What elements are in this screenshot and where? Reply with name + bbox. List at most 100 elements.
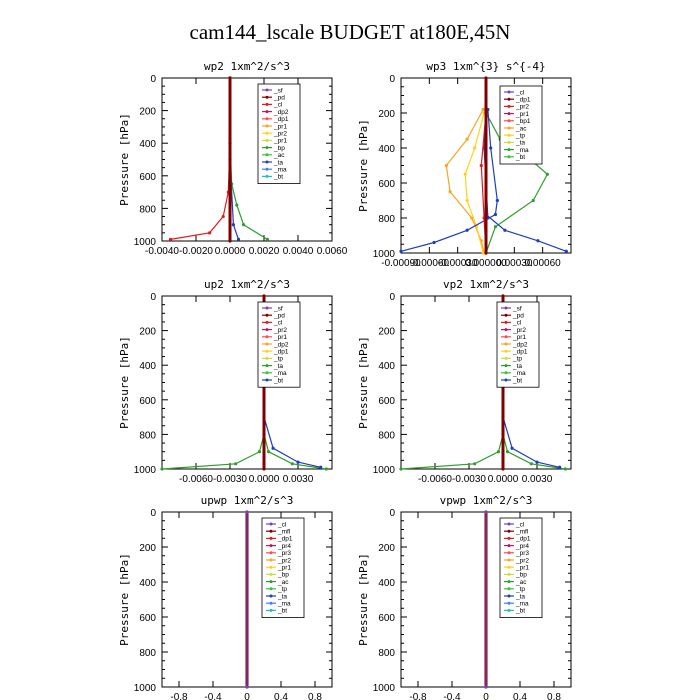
legend-label: _ma (515, 147, 529, 154)
series-line-_tp (502, 416, 560, 468)
legend-label: _ta (515, 593, 525, 600)
legend-label: _pr1 (515, 565, 529, 572)
data-point (221, 214, 225, 219)
data-point (493, 212, 498, 217)
data-point (228, 239, 232, 243)
y-tick-label: 800 (139, 648, 156, 659)
y-axis-label: Pressure [hPa] (357, 336, 370, 429)
y-tick-label: 1000 (134, 237, 157, 248)
x-tick-label: 0.0030 (283, 474, 314, 485)
chart-title: up2 1xm^2/s^3 (204, 278, 290, 291)
legend-label: _dp1 (515, 536, 531, 543)
legend-label: _bp1 (515, 118, 531, 125)
legend-label: _ac (515, 125, 527, 132)
data-point (245, 510, 249, 514)
legend-marker (265, 153, 269, 157)
data-point (245, 685, 249, 689)
y-tick-label: 1000 (134, 683, 157, 694)
legend-marker (269, 572, 273, 576)
legend-label: _dp2 (512, 341, 528, 348)
legend-label: _dp1 (273, 116, 289, 123)
legend-marker (269, 529, 273, 533)
legend-marker (507, 536, 511, 540)
legend-marker (269, 594, 273, 598)
chart-title: wp2 1xm^2/s^3 (204, 60, 290, 73)
legend-label: _cl (515, 521, 525, 528)
legend-label: _tp (515, 133, 525, 140)
data-point (290, 462, 294, 466)
data-point (262, 294, 266, 298)
legend-label: _pr3 (277, 550, 291, 557)
x-tick-label: 0.8 (308, 692, 322, 700)
legend-label: _pr2 (512, 327, 526, 334)
legend-label: _pr2 (515, 104, 529, 111)
y-tick-label: 800 (378, 430, 395, 441)
legend-label: _tp (515, 586, 525, 593)
legend-label: _sf (512, 305, 522, 312)
data-point (503, 228, 507, 232)
legend-label: _ac (273, 152, 285, 159)
legend-label: _dp2 (273, 341, 289, 348)
y-tick-label: 200 (378, 327, 395, 338)
legend-marker (504, 306, 508, 310)
x-tick-label: -0.0020 (179, 246, 213, 257)
legend-marker (504, 371, 508, 375)
legend-label: _pr1 (277, 565, 291, 572)
data-point (262, 467, 266, 471)
legend-marker (269, 565, 273, 569)
data-point (465, 137, 469, 141)
y-tick-label: 0 (150, 292, 156, 303)
data-point (399, 467, 403, 471)
legend-marker (265, 167, 269, 171)
legend-label: _cl (273, 102, 283, 109)
chart-title: vp2 1xm^2/s^3 (443, 278, 529, 291)
legend-label: _ta (515, 140, 525, 147)
y-tick-label: 200 (139, 543, 156, 554)
legend-marker (269, 551, 273, 555)
data-point (535, 460, 539, 464)
legend-marker (507, 90, 511, 94)
series-line-_dp1 (170, 78, 231, 240)
legend-label: _bt (512, 377, 522, 384)
legend-label: _ac (277, 579, 289, 586)
x-tick-label: -0.0030 (452, 474, 486, 485)
legend-marker (265, 378, 269, 382)
x-tick-label: 0.4 (274, 692, 288, 700)
legend-marker (269, 522, 273, 526)
y-tick-label: 200 (378, 543, 395, 554)
legend-marker (504, 364, 508, 368)
legend-label: _bt (277, 608, 287, 615)
legend-marker (265, 88, 269, 92)
x-tick-label: 0.0060 (317, 246, 348, 257)
legend-label: _cl (512, 320, 522, 327)
legend-marker (507, 544, 511, 548)
legend-marker (269, 536, 273, 540)
data-point (484, 76, 488, 80)
legend-label: _dp2 (273, 109, 289, 116)
y-tick-label: 1000 (373, 465, 396, 476)
chart-vpwp: vpwp 1xm^2/s^3 Pressure [hPa] 0 200 400 600 80… (357, 494, 572, 700)
x-tick-label: 0.00030 (496, 258, 533, 269)
legend-label: _sf (273, 87, 283, 94)
legend-marker (265, 124, 269, 128)
y-tick-label: 600 (378, 179, 395, 190)
y-axis-label: Pressure [hPa] (357, 553, 370, 646)
data-point (465, 228, 469, 232)
legend-label: _dp1 (277, 536, 293, 543)
y-tick-label: 400 (139, 139, 156, 150)
legend-label: _dp1 (273, 349, 289, 356)
legend-marker (507, 522, 511, 526)
y-tick-label: 400 (139, 578, 156, 589)
legend-marker (507, 608, 511, 612)
x-tick-label: 0.000000 (465, 258, 507, 269)
y-tick-label: 0 (389, 292, 395, 303)
series-line-_tp (263, 416, 321, 468)
legend-label: _bt (273, 174, 283, 181)
x-tick-label: -0.0060 (179, 474, 213, 485)
legend-marker (269, 558, 273, 562)
legend-label: _pd (273, 313, 285, 320)
legend-box (257, 83, 301, 184)
chart-upwp: upwp 1xm^2/s^3 Pressure [hPa] 0 200 400 600 80… (118, 494, 333, 700)
legend-marker (504, 320, 508, 324)
legend-label: _pr1 (512, 334, 526, 341)
